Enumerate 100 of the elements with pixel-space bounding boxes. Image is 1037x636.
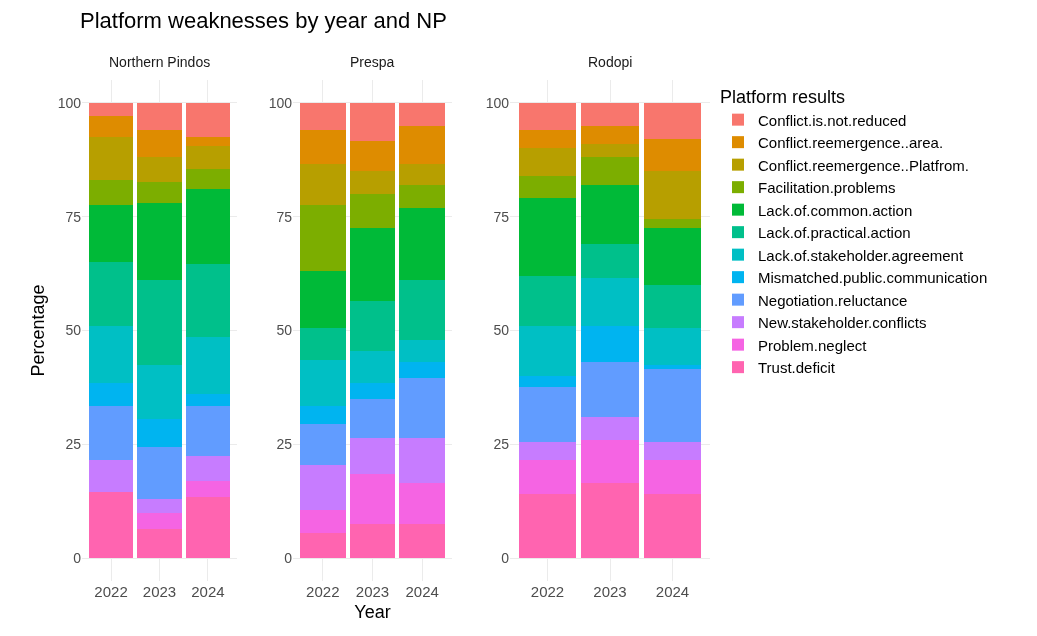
chart-subtitle: Rodopi (588, 54, 633, 70)
bar (137, 512, 182, 529)
bar (185, 480, 231, 497)
x-axis-title: Year (354, 602, 391, 623)
bar (349, 398, 396, 438)
bar (399, 524, 446, 559)
bar (518, 325, 577, 377)
x-tick-label: 2022 (306, 583, 340, 600)
y-tick-label: 0 (73, 550, 82, 567)
y-tick-label: 50 (493, 322, 510, 339)
bar (299, 533, 346, 559)
bar (137, 528, 182, 559)
bar (518, 387, 577, 443)
bar (581, 102, 639, 126)
legend-label: Conflict.reemergence..Platfrom. (758, 156, 969, 174)
x-tick-label: 2023 (142, 583, 177, 600)
x-tick-label: 2024 (655, 583, 690, 600)
bar (299, 130, 346, 165)
bar (299, 423, 346, 465)
bar (643, 284, 702, 329)
bar (399, 483, 446, 525)
x-tick-label: 2024 (405, 583, 439, 600)
bar (518, 494, 577, 559)
bar (349, 473, 396, 525)
y-tick-label: 25 (65, 436, 82, 453)
x-tick-label: 2023 (593, 583, 627, 600)
y-tick-label: 25 (276, 436, 293, 453)
bar (349, 171, 396, 194)
bar (643, 442, 702, 461)
y-tick-label: 50 (65, 322, 82, 339)
bar (299, 405, 346, 424)
bar (643, 460, 702, 495)
bar (299, 464, 346, 511)
y-tick-label: 75 (276, 208, 293, 225)
y-tick-label: 100 (57, 94, 82, 111)
bar (349, 437, 396, 474)
bar (399, 437, 446, 484)
legend-label: Lack.of.practical.action (758, 224, 911, 241)
bar (581, 125, 639, 144)
bar (581, 243, 639, 279)
bar (137, 280, 182, 365)
bar (349, 300, 396, 351)
chart-subtitle: Northern Pindos (109, 54, 211, 70)
bar (185, 146, 231, 169)
bar (137, 499, 182, 513)
bar (299, 205, 346, 272)
bar (643, 139, 702, 172)
bar (299, 360, 346, 406)
bar (581, 362, 639, 418)
bar (185, 496, 231, 559)
legend-label: Negotiation.reluctance (758, 291, 908, 309)
bar (88, 382, 134, 406)
bar (88, 136, 134, 181)
bar (518, 175, 577, 199)
bar (185, 405, 231, 456)
bar (88, 116, 134, 137)
bar (518, 275, 577, 326)
bar (581, 483, 639, 559)
bar (137, 130, 182, 158)
bar (349, 524, 396, 559)
legend-label: Facilitation.problems (758, 179, 896, 196)
legend-label: Problem.neglect (758, 336, 868, 354)
y-tick-label: 100 (485, 94, 510, 111)
bar (88, 205, 134, 263)
bar (581, 325, 639, 363)
bar (518, 442, 577, 461)
legend-label: Conflict.reemergence..area. (758, 134, 944, 151)
bar (137, 102, 182, 131)
bar (185, 168, 231, 190)
bar (185, 189, 231, 265)
bar (518, 148, 577, 176)
bar (299, 271, 346, 329)
legend-label: Mismatched.public.communication (758, 269, 988, 286)
bar (299, 164, 346, 206)
legend-label: Lack.of.stakeholder.agreement (758, 246, 964, 264)
bar (399, 378, 446, 438)
legend-label: Trust.deficit (758, 359, 836, 376)
bar (299, 328, 346, 361)
y-tick-label: 50 (276, 322, 293, 339)
bar (88, 325, 134, 383)
bar (137, 202, 182, 281)
bar (643, 494, 702, 559)
chart-subtitle: Prespa (350, 54, 395, 70)
chart-title: Platform weaknesses by year and NP (80, 8, 447, 34)
bar (518, 376, 577, 388)
bar (185, 394, 231, 406)
bar (581, 439, 639, 484)
bar (581, 143, 639, 158)
x-tick-label: 2024 (191, 583, 225, 600)
bar (399, 164, 446, 185)
bar (518, 102, 577, 131)
bar (349, 102, 396, 142)
bar (399, 125, 446, 165)
bar (185, 455, 231, 481)
bar (185, 264, 231, 338)
bar (137, 446, 182, 500)
x-tick-label: 2022 (530, 583, 565, 600)
bar (399, 280, 446, 340)
bar (518, 198, 577, 276)
bar (349, 351, 396, 383)
